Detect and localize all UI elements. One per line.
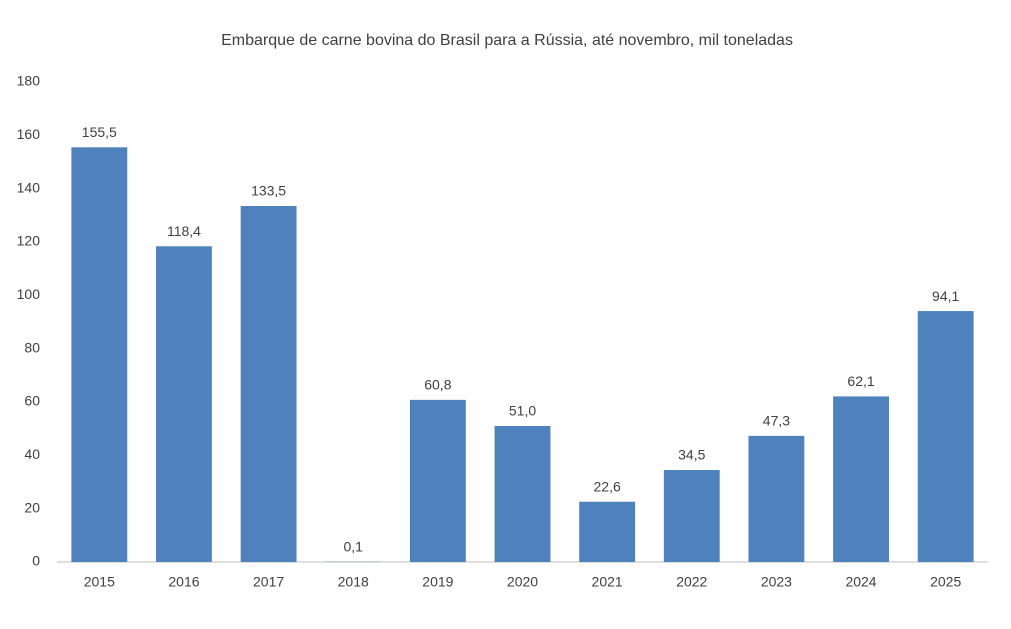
chart-title: Embarque de carne bovina do Brasil para … — [221, 32, 793, 49]
value-label: 62,1 — [847, 373, 874, 389]
value-label: 155,5 — [82, 124, 117, 140]
value-label: 94,1 — [932, 288, 959, 304]
bar — [240, 206, 297, 562]
bar — [833, 396, 889, 562]
x-tick-label: 2025 — [930, 574, 961, 590]
x-tick-label: 2021 — [592, 574, 623, 590]
y-tick-label: 120 — [17, 233, 41, 249]
y-tick-label: 100 — [17, 286, 41, 302]
y-tick-label: 140 — [17, 179, 41, 195]
value-label: 22,6 — [594, 478, 621, 494]
y-tick-label: 0 — [32, 553, 40, 569]
x-tick-label: 2019 — [422, 574, 453, 590]
x-tick-label: 2015 — [84, 574, 115, 590]
bar — [663, 470, 720, 562]
x-tick-label: 2017 — [253, 574, 284, 590]
x-tick-label: 2022 — [676, 574, 707, 590]
y-tick-label: 60 — [24, 393, 40, 409]
bar — [579, 501, 636, 562]
bar — [917, 311, 974, 562]
value-label: 0,1 — [343, 538, 363, 554]
bar — [71, 147, 128, 563]
value-label: 133,5 — [251, 183, 286, 199]
bar — [409, 399, 466, 562]
y-tick-label: 20 — [24, 499, 40, 515]
bar — [494, 426, 551, 562]
y-tick-label: 160 — [17, 126, 41, 142]
bar — [156, 246, 212, 562]
value-label: 47,3 — [763, 413, 790, 429]
x-tick-label: 2018 — [338, 574, 369, 590]
x-tick-label: 2020 — [507, 574, 538, 590]
x-tick-label: 2016 — [168, 574, 199, 590]
x-tick-label: 2023 — [761, 574, 792, 590]
value-label: 118,4 — [167, 223, 201, 239]
value-label: 60,8 — [424, 377, 451, 393]
value-label: 34,5 — [678, 447, 705, 463]
y-tick-label: 40 — [24, 446, 40, 462]
y-tick-label: 80 — [24, 339, 40, 355]
y-tick-label: 180 — [17, 73, 41, 89]
x-tick-label: 2024 — [845, 574, 876, 590]
bar — [748, 435, 805, 562]
value-label: 51,0 — [509, 403, 536, 419]
